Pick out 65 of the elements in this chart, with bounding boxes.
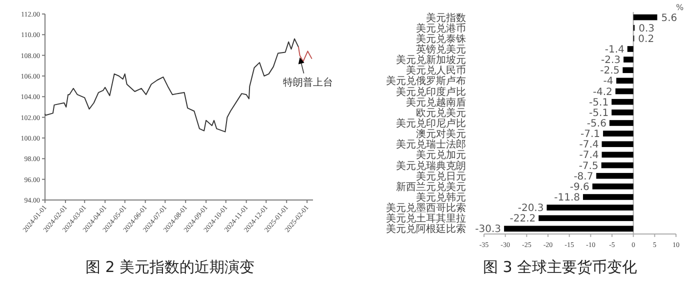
bar	[546, 204, 634, 210]
y-tick-label: 美元兑越南盾	[406, 96, 466, 108]
y-tick-label: 美元兑新加坡元	[396, 54, 466, 66]
y-tick-label: 美元兑港币	[416, 22, 466, 34]
bar	[612, 110, 634, 116]
bar	[627, 46, 634, 52]
bar	[601, 162, 634, 168]
bar	[504, 226, 634, 232]
y-tick-label: 新西兰元兑美元	[396, 180, 466, 193]
y-tick-label: 美元兑韩元	[416, 192, 466, 204]
y-tick-label: 美元兑瑞典克朗	[396, 160, 466, 172]
data-label: -5.6	[586, 118, 606, 130]
data-label: -11.8	[554, 192, 580, 204]
text: 图 3 全球主要货币变化	[482, 258, 638, 276]
y-tick-label: 英镑兑美元	[416, 44, 466, 56]
data-label: -5.1	[589, 97, 609, 108]
x-axis-title: %	[676, 3, 684, 12]
data-label: -20.3	[518, 203, 544, 214]
data-label: -2.3	[601, 55, 621, 66]
bar	[612, 98, 634, 105]
bar	[602, 152, 634, 158]
y-tick-label: 美元兑加元	[416, 149, 466, 162]
data-label: -5.1	[589, 108, 609, 119]
data-label: -2.5	[600, 66, 620, 77]
bar	[609, 120, 634, 126]
bar	[616, 78, 634, 84]
y-tick-label: 澳元对美元	[416, 128, 466, 140]
annotation: 特朗普上台	[282, 76, 333, 88]
y-tick-label: 美元指数	[426, 12, 466, 24]
y-tick-label: 美元兑印尼卢比	[396, 118, 466, 130]
bar	[624, 56, 634, 62]
data-label: -7.5	[578, 160, 598, 172]
data-label: -1.4	[604, 44, 624, 56]
data-label: 5.6	[661, 12, 678, 24]
data-label: -22.2	[510, 214, 536, 225]
data-label: 0.2	[638, 34, 654, 45]
bar	[596, 172, 634, 179]
y-tick-label: 美元兑印度卢比	[396, 86, 466, 98]
y-tick-label: 欧元兑美元	[416, 106, 466, 119]
bar	[538, 215, 634, 222]
y-tick-label: 美元兑瑞士法郎	[396, 138, 466, 151]
bar	[633, 14, 658, 20]
y-tick-label: 美元兑阿根廷比索	[386, 223, 466, 236]
y-tick-label: 美元兑土耳其里拉	[386, 212, 466, 225]
y-tick-label: 美元兑日元	[416, 170, 466, 182]
y-tick-label: 美元兑俄罗斯卢布	[386, 75, 466, 88]
bar	[592, 184, 634, 190]
data-label: 0.3	[638, 23, 655, 34]
data-label: -30.3	[475, 224, 502, 236]
bar	[602, 141, 634, 148]
bar	[622, 67, 634, 74]
y-tick-label: 美元兑泰铢	[416, 32, 466, 45]
y-tick-label: 美元兑人民币	[406, 64, 466, 77]
text: 图 2 美元指数的近期演变	[85, 258, 255, 276]
data-label: -9.6	[570, 182, 590, 193]
data-label: -4	[603, 76, 614, 88]
data-label: -7.4	[579, 140, 599, 151]
data-label: -7.4	[579, 150, 599, 162]
data-label: -4.2	[592, 86, 612, 98]
data-label: -7.1	[580, 129, 600, 140]
y-tick-label: 美元兑墨西哥比索	[386, 202, 466, 214]
data-label: -8.7	[574, 171, 594, 182]
bar	[615, 88, 634, 94]
bar	[582, 194, 634, 200]
bar	[603, 130, 634, 136]
